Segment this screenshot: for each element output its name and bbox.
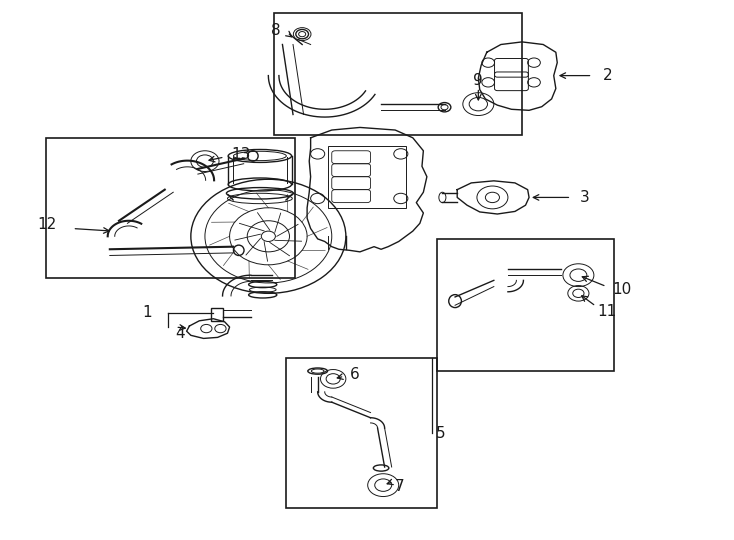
Text: 11: 11 bbox=[597, 304, 617, 319]
Bar bbox=[46, 138, 295, 278]
Text: 8: 8 bbox=[272, 23, 281, 38]
Text: 13: 13 bbox=[232, 147, 251, 162]
Bar bbox=[274, 14, 522, 135]
Text: 9: 9 bbox=[473, 73, 483, 88]
Text: 6: 6 bbox=[350, 367, 360, 382]
Bar bbox=[286, 358, 437, 509]
Text: 2: 2 bbox=[603, 68, 613, 83]
Bar bbox=[328, 146, 406, 208]
Text: 1: 1 bbox=[142, 305, 152, 320]
Bar bbox=[437, 239, 614, 371]
Text: 3: 3 bbox=[580, 190, 589, 205]
Bar bbox=[211, 308, 223, 321]
Text: 12: 12 bbox=[37, 217, 57, 232]
Text: 7: 7 bbox=[395, 479, 405, 494]
Text: 10: 10 bbox=[612, 282, 631, 297]
Text: 5: 5 bbox=[436, 426, 446, 441]
Text: 4: 4 bbox=[175, 326, 185, 341]
